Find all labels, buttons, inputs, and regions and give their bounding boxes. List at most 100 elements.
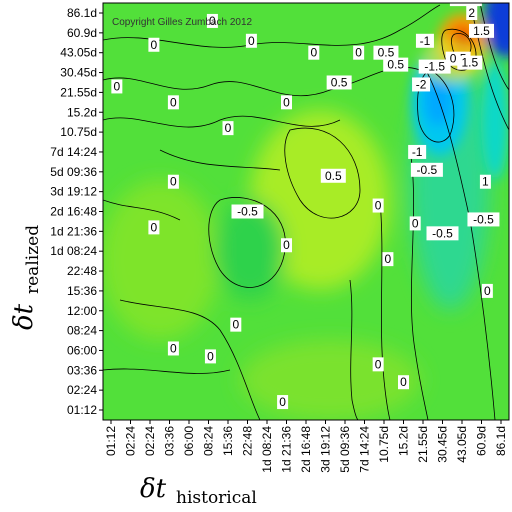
y-tick-label: 86.1d: [67, 6, 97, 20]
contour-label: 0: [308, 45, 320, 60]
contour-label-text: 0.5: [387, 58, 404, 72]
contour-label-bg: [426, 226, 459, 241]
y-tick-label: 43.05d: [60, 46, 97, 60]
copyright-text: Copyright Gilles Zumbach 2012: [112, 17, 253, 28]
contour-label-bg: [308, 45, 320, 60]
x-axis: 01:12 02:24 02:24 03:36 06:00 08:24 15:36 22:48…: [104, 420, 508, 473]
contour-label: 2: [466, 6, 478, 20]
contour-line: [103, 115, 341, 128]
contour-label-text: 0.5: [325, 169, 342, 183]
contour-label: 0: [382, 252, 394, 267]
x-tick-label: 21.55d: [416, 426, 430, 463]
y-tick-label: 15:36: [67, 284, 97, 298]
contour-label-bg: [466, 6, 478, 20]
contour-label: 0: [481, 283, 493, 298]
contour-label-text: 0: [170, 341, 177, 355]
contour-label-text: 0: [170, 95, 177, 109]
x-tick-label: 15.2d: [397, 426, 411, 456]
contour-label-text: 0: [170, 175, 177, 189]
contour-label: -1: [408, 144, 427, 159]
contour-label: -0.5: [467, 212, 500, 227]
contour-label: 0: [372, 357, 384, 372]
y-tick-label: 15.2d: [67, 105, 97, 119]
contour-label-text: 0: [375, 357, 382, 371]
x-tick-label: 60.9d: [475, 426, 489, 456]
contour-label-bg: [415, 33, 434, 48]
x-tick-label: 06:00: [182, 426, 196, 456]
x-tick-label: 3d 19:12: [319, 426, 333, 473]
contour-label: 0: [167, 174, 179, 189]
x-tick-label: 08:24: [202, 426, 216, 456]
x-axis-label: δt historical: [140, 474, 257, 508]
contour-label: 0.5: [320, 168, 346, 183]
contour-line: [103, 66, 421, 97]
contour-label: 0.5: [383, 57, 409, 72]
contour-label-bg: [408, 144, 427, 159]
contour-label-bg: [457, 55, 483, 70]
x-tick-label: 22:48: [241, 426, 255, 456]
contour-label-bg: [412, 77, 431, 92]
contour-line: [349, 279, 359, 420]
contour-label-text: 0: [151, 38, 158, 52]
contour-label: 1.5: [457, 55, 483, 70]
contour-label: 0: [148, 220, 160, 235]
contour-label-text: 0: [400, 375, 407, 389]
x-tick-label: 30.45d: [436, 426, 450, 463]
contour-label-bg: [449, 3, 482, 7]
contour-label: 0.5: [326, 75, 352, 90]
x-tick-label: 7d 14:24: [358, 426, 372, 473]
x-tick-label: 43.05d: [455, 426, 469, 463]
contour-label: 0: [167, 95, 179, 110]
contour-label-text: 2: [468, 6, 475, 20]
y-axis-label-symbol: δt: [9, 303, 39, 330]
contour-label: 0: [398, 375, 409, 390]
contour-label-bg: [167, 95, 179, 110]
y-axis: 01:12 02:24 03:36 06:00 08:24 12:00 15:36 22:48…: [50, 6, 103, 417]
y-tick-label: 10.75d: [60, 125, 97, 139]
contour-label-text: 0: [114, 79, 121, 93]
y-tick-label: 5d 09:36: [50, 165, 97, 179]
x-tick-label: 10.75d: [377, 426, 391, 463]
contour-line: [119, 299, 261, 420]
y-tick-label: 2d 16:48: [50, 205, 97, 219]
contour-label-text: -0.5: [237, 205, 258, 219]
y-axis-label: δt realized: [9, 225, 43, 330]
contour-label-text: 0: [385, 252, 392, 266]
field-yellowish-left: [103, 180, 220, 340]
contour-label-text: 0: [283, 238, 290, 252]
contour-labels: 0 0 0 0 0 0.5 0 0.5 0 0 0 0.5 0 -0.5 0 0 0 0 0 0 0 0 0 0 0 -0.5 0.…: [111, 0, 500, 410]
field-dark-green-left: [215, 200, 285, 300]
contour-label: 1: [479, 174, 491, 189]
contour-label: -0.5: [426, 226, 459, 241]
contour-label-text: -0.5: [456, 0, 477, 6]
contour-label-bg: [167, 174, 179, 189]
contour-line: [409, 149, 429, 420]
y-tick-label: 22:48: [67, 264, 97, 278]
contour-label: 0: [281, 95, 292, 110]
contour-label-bg: [245, 33, 257, 48]
y-tick-label: 08:24: [67, 324, 97, 338]
contour-label-bg: [469, 23, 494, 38]
contour-label-text: 0.5: [378, 46, 395, 60]
y-tick-label: 1d 21:36: [50, 224, 97, 238]
y-tick-label: 12:00: [67, 304, 97, 318]
plot-area: 0 0 0 0 0 0.5 0 0.5 0 0 0 0.5 0 -0.5 0 0 0 0 0 0 0 0 0 0 0 -0.5 0.…: [103, 0, 509, 420]
y-tick-label: 03:36: [67, 363, 97, 377]
y-tick-label: 01:12: [67, 403, 97, 417]
contour-line: [103, 368, 231, 374]
x-axis-label-subscript: historical: [176, 488, 257, 508]
contour-label-text: 0: [232, 318, 239, 332]
contour-label-text: -2: [416, 77, 427, 91]
contour-label: 0: [372, 198, 384, 213]
contour-label: -0.5: [449, 0, 482, 7]
contour-label-bg: [222, 121, 234, 136]
contour-label-text: -1.5: [424, 60, 445, 74]
contour-label-bg: [467, 212, 500, 227]
field-green-bottom: [240, 340, 420, 420]
contour-label-text: 0: [355, 46, 362, 60]
contour-label-bg: [372, 198, 384, 213]
contour-line: [479, 3, 509, 91]
contour-label-bg: [320, 168, 346, 183]
contour-label-text: 0: [151, 220, 158, 234]
